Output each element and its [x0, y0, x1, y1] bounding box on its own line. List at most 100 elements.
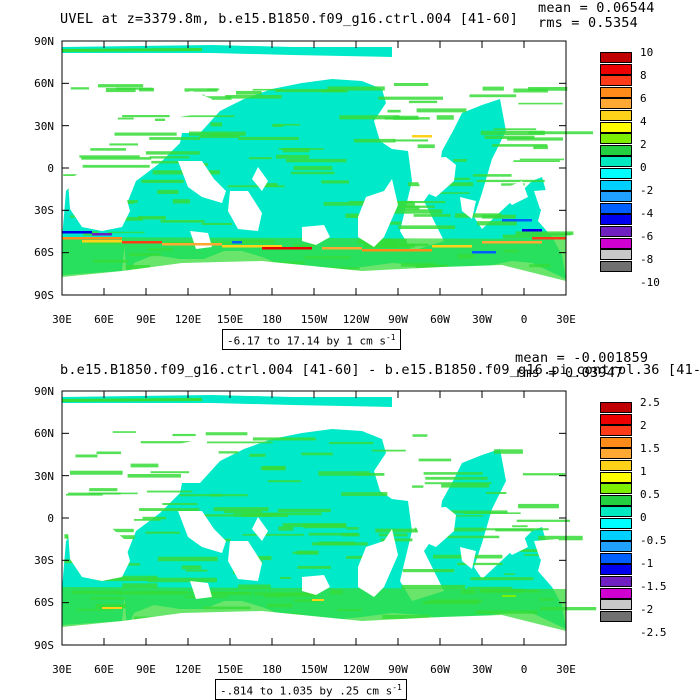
velocity-streak	[318, 471, 370, 476]
velocity-streak	[436, 192, 470, 194]
velocity-streak	[280, 576, 291, 579]
colorbar-swatch	[600, 460, 632, 471]
velocity-streak	[107, 231, 145, 234]
mean-value: mean = 0.06544	[538, 0, 655, 16]
velocity-streak	[438, 510, 508, 514]
velocity-streak	[391, 201, 415, 206]
colorbar-swatch	[600, 576, 632, 587]
colorbar-swatch	[600, 168, 632, 179]
velocity-streak	[189, 131, 246, 136]
velocity-streak	[218, 451, 239, 454]
colorbar-swatch	[600, 413, 632, 425]
x-tick-label: 120W	[342, 313, 370, 326]
velocity-streak	[503, 573, 515, 575]
land-mask	[252, 167, 268, 191]
velocity-streak	[185, 569, 208, 572]
velocity-streak	[141, 179, 184, 183]
velocity-streak	[370, 205, 435, 208]
velocity-streak	[263, 183, 278, 187]
x-tick-label: 30W	[472, 663, 492, 676]
velocity-streak	[108, 575, 158, 581]
velocity-streak	[272, 123, 300, 126]
velocity-streak	[147, 577, 217, 583]
velocity-streak	[513, 160, 560, 162]
colorbar-label: 4	[640, 115, 647, 128]
land-mask	[460, 197, 476, 219]
x-tick-label: 30E	[556, 313, 576, 326]
x-tick-label: 90W	[388, 313, 408, 326]
velocity-streak	[484, 135, 535, 139]
velocity-streak	[518, 102, 563, 105]
y-tick-label: 90S	[34, 639, 54, 652]
colorbar-label: -2	[640, 603, 654, 616]
velocity-streak	[79, 155, 140, 158]
velocity-streak	[447, 535, 500, 539]
velocity-streak	[492, 144, 548, 147]
velocity-streak	[393, 139, 429, 142]
velocity-streak	[98, 84, 144, 88]
colorbar-label: 1	[640, 465, 647, 478]
velocity-streak	[282, 523, 346, 528]
arctic-ocean-band	[62, 395, 392, 407]
velocity-streak	[412, 434, 428, 437]
map-plot	[61, 40, 593, 296]
velocity-streak	[151, 160, 195, 164]
colorbar-swatch	[600, 587, 632, 599]
velocity-streak	[355, 473, 385, 476]
velocity-streak	[149, 156, 190, 159]
velocity-streak	[139, 87, 154, 92]
strong-current-streak	[482, 241, 542, 244]
x-tick-label: 0	[520, 663, 528, 676]
strong-current-streak	[532, 237, 566, 240]
velocity-streak	[398, 225, 456, 229]
colorbar-swatch	[600, 179, 632, 191]
velocity-streak	[377, 201, 446, 204]
velocity-streak	[425, 476, 488, 480]
velocity-streak	[184, 88, 218, 92]
land-mask	[302, 575, 330, 595]
velocity-streak	[469, 94, 517, 98]
velocity-streak	[227, 185, 285, 188]
velocity-streak	[416, 108, 467, 113]
colorbar-label: 2	[640, 419, 647, 432]
x-tick-label: 120E	[174, 663, 202, 676]
colorbar-label: 0	[640, 511, 647, 524]
colorbar-swatch	[600, 425, 632, 437]
velocity-streak	[155, 118, 166, 121]
velocity-streak	[82, 164, 150, 168]
velocity-streak	[380, 538, 413, 542]
velocity-streak	[470, 577, 534, 581]
velocity-streak	[65, 493, 103, 496]
land-mask	[252, 517, 268, 541]
colorbar-swatch	[600, 471, 632, 483]
velocity-streak	[223, 510, 263, 514]
arctic-ocean-band	[62, 45, 392, 57]
velocity-streak	[519, 158, 564, 161]
velocity-streak	[140, 441, 193, 444]
colorbar-swatch	[600, 214, 632, 226]
strong-current-streak	[92, 233, 112, 236]
velocity-streak	[277, 508, 331, 513]
velocity-streak	[242, 533, 305, 536]
velocity-streak	[199, 134, 240, 138]
colorbar-swatch	[600, 494, 632, 506]
x-tick-label: 60E	[94, 313, 114, 326]
velocity-streak	[146, 490, 193, 493]
rms-value: rms = 0.03947	[515, 365, 624, 381]
map-svg	[61, 390, 597, 646]
velocity-streak	[375, 528, 418, 533]
velocity-streak	[145, 151, 200, 155]
velocity-streak	[495, 528, 534, 532]
velocity-streak	[276, 154, 310, 159]
colorbar-swatch	[600, 249, 632, 261]
arctic-ocean-streak	[62, 398, 202, 402]
velocity-streak	[81, 157, 152, 160]
land-mask	[166, 91, 212, 117]
colorbar-swatch	[600, 191, 632, 203]
contour-range-box: -6.17 to 17.14 by 1 cm s-1	[222, 329, 401, 350]
strong-current-streak	[162, 243, 222, 246]
velocity-streak	[109, 143, 138, 146]
velocity-streak	[453, 159, 467, 162]
contour-range-box: -.814 to 1.035 by .25 cm s-1	[215, 679, 407, 700]
velocity-streak	[233, 513, 273, 517]
